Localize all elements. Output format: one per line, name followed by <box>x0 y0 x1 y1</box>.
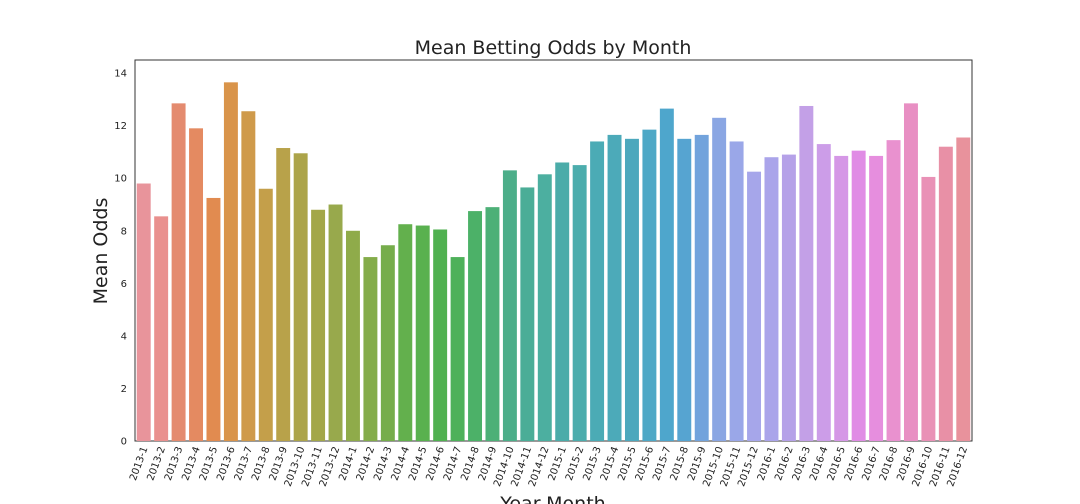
bar-2014-3 <box>380 245 395 441</box>
bar-2014-6 <box>433 229 448 441</box>
y-tick-label: 2 <box>121 384 127 395</box>
bar-2014-1 <box>345 230 360 441</box>
y-axis-ticks: 0 2 4 6 8 10 12 14 <box>114 69 127 448</box>
bar-2015-10 <box>712 117 727 441</box>
bar-2015-9 <box>694 134 709 441</box>
bar-2014-5 <box>415 225 430 441</box>
bar-2013-12 <box>328 204 343 441</box>
bar-2013-10 <box>293 153 308 441</box>
bar-2015-7 <box>659 108 674 442</box>
x-axis-ticks: 2013-12013-22013-32013-42013-52013-62013… <box>128 445 970 488</box>
bar-2013-11 <box>311 209 326 441</box>
bar-2016-11 <box>938 146 953 441</box>
y-tick-label: 14 <box>114 69 127 80</box>
bar-2016-2 <box>781 154 796 441</box>
bar-2013-5 <box>206 197 221 441</box>
bar-2016-12 <box>956 137 971 441</box>
bar-2015-5 <box>624 138 639 441</box>
bar-2013-9 <box>276 148 291 441</box>
bar-2014-12 <box>537 174 552 442</box>
bar-2016-1 <box>764 157 779 441</box>
bar-2014-10 <box>502 170 517 442</box>
bar-2013-1 <box>136 183 151 441</box>
y-tick-label: 6 <box>121 279 127 290</box>
y-axis-label: Mean Odds <box>90 198 112 305</box>
bar-2013-4 <box>189 128 204 441</box>
bar-2016-5 <box>834 155 849 441</box>
bar-2016-10 <box>921 176 936 441</box>
bar-2015-11 <box>729 141 744 441</box>
y-tick-label: 8 <box>121 226 127 237</box>
bar-2013-6 <box>223 82 238 441</box>
y-tick-label: 12 <box>114 121 127 132</box>
bar-2016-9 <box>903 103 918 442</box>
x-axis-label: Year-Month <box>499 493 605 504</box>
bar-2013-2 <box>154 216 169 441</box>
bar-2013-3 <box>171 103 186 442</box>
y-tick-label: 10 <box>114 174 127 185</box>
bar-2015-4 <box>607 134 622 441</box>
y-tick-label: 0 <box>121 437 127 448</box>
bar-2015-6 <box>642 129 657 441</box>
bar-2016-6 <box>851 150 866 441</box>
bars <box>136 82 971 442</box>
bar-2014-11 <box>520 187 535 441</box>
bar-2014-7 <box>450 257 465 441</box>
bar-2013-8 <box>258 188 273 441</box>
bar-2015-2 <box>572 165 587 441</box>
y-tick-label: 4 <box>121 331 127 342</box>
bar-2015-12 <box>747 171 762 442</box>
bar-2016-4 <box>816 144 831 441</box>
bar-2015-1 <box>555 162 570 442</box>
bar-2014-8 <box>468 211 483 441</box>
plot-frame <box>134 59 973 442</box>
bar-2014-9 <box>485 207 500 441</box>
chart-title: Mean Betting Odds by Month <box>415 37 692 59</box>
bar-2016-8 <box>886 140 901 441</box>
bar-2015-8 <box>677 138 692 441</box>
bar-2015-3 <box>590 141 605 441</box>
bar-2014-2 <box>363 257 378 441</box>
bar-2013-7 <box>241 111 256 442</box>
bar-2016-7 <box>869 155 884 441</box>
bar-2016-3 <box>799 105 814 441</box>
bar-2014-4 <box>398 224 413 441</box>
